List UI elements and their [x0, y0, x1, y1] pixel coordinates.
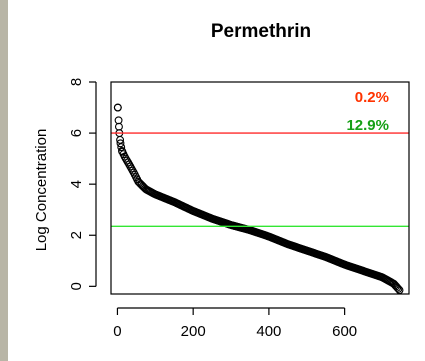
plot-frame: [110, 81, 410, 295]
y-tick-label: 2: [68, 231, 85, 239]
x-tick-label: 400: [256, 323, 281, 340]
chart-title: Permethrin: [211, 21, 311, 42]
data-point: [393, 283, 402, 292]
data-point: [118, 147, 126, 155]
data-point: [122, 156, 131, 165]
data-point: [114, 122, 123, 131]
data-point: [113, 103, 122, 112]
x-tick-label: 200: [181, 323, 206, 340]
x-axis: 0 200 400 600: [113, 307, 357, 340]
left-edge-strip: [0, 0, 8, 361]
x-tick-label: 0: [113, 323, 121, 340]
data-point: [114, 116, 123, 125]
green-percent-label: 12.9%: [346, 117, 389, 134]
data-point: [121, 154, 130, 163]
data-point: [116, 139, 125, 148]
y-axis-label: Log Concentration: [33, 129, 50, 252]
y-axis: 0 2 4 6 8: [68, 78, 97, 291]
data-point: [117, 143, 126, 152]
y-tick-label: 6: [68, 129, 85, 137]
data-point: [124, 158, 132, 167]
red-percent-label: 0.2%: [355, 89, 389, 106]
y-tick-label: 8: [68, 78, 85, 86]
reference-lines: [111, 132, 409, 228]
data-point: [394, 284, 403, 293]
y-tick-label: 4: [68, 180, 85, 188]
x-tick-label: 600: [332, 323, 357, 340]
percent-labels: 0.2% 12.9%: [346, 89, 389, 134]
y-tick-label: 0: [68, 282, 85, 290]
